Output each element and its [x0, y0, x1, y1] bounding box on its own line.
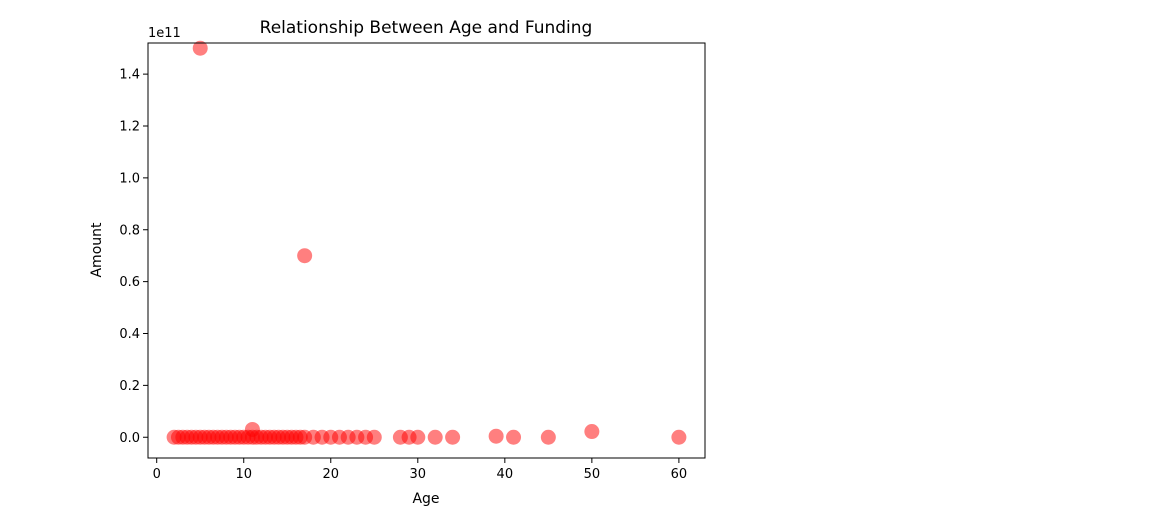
data-point	[445, 429, 461, 445]
y-tick-label: 0.4	[119, 327, 140, 342]
data-points	[166, 40, 687, 445]
y-axis: 0.0 0.2 0.4 0.6 0.8 1.0 1.2 1.4	[119, 68, 148, 446]
x-tick-label: 20	[322, 467, 339, 482]
data-point	[488, 428, 504, 444]
x-tick-label: 60	[671, 467, 688, 482]
x-tick-label: 40	[497, 467, 514, 482]
y-tick-label: 0.6	[119, 275, 140, 290]
data-point	[506, 429, 522, 445]
data-point	[671, 429, 687, 445]
y-tick-label: 0.8	[119, 223, 140, 238]
data-point	[427, 429, 443, 445]
x-axis: 0 10 20 30 40 50 60	[153, 458, 688, 482]
y-axis-label: Amount	[89, 222, 105, 278]
x-tick-label: 50	[584, 467, 601, 482]
x-tick-label: 30	[410, 467, 427, 482]
y-tick-label: 1.0	[119, 171, 140, 186]
plot-frame	[147, 42, 706, 459]
data-point	[540, 429, 556, 445]
y-tick-label: 0.2	[119, 379, 140, 394]
data-point	[366, 429, 382, 445]
data-point	[584, 424, 600, 440]
chart-title: Relationship Between Age and Funding	[260, 18, 593, 38]
x-tick-label: 10	[235, 467, 252, 482]
data-point	[410, 429, 426, 445]
data-point	[297, 248, 313, 264]
y-tick-label: 0.0	[119, 431, 140, 446]
y-tick-label: 1.2	[119, 120, 140, 135]
y-tick-label: 1.4	[119, 68, 140, 83]
y-offset-label: 1e11	[148, 26, 181, 41]
data-point	[192, 40, 208, 56]
x-axis-label: Age	[412, 491, 439, 507]
x-tick-label: 0	[153, 467, 161, 482]
